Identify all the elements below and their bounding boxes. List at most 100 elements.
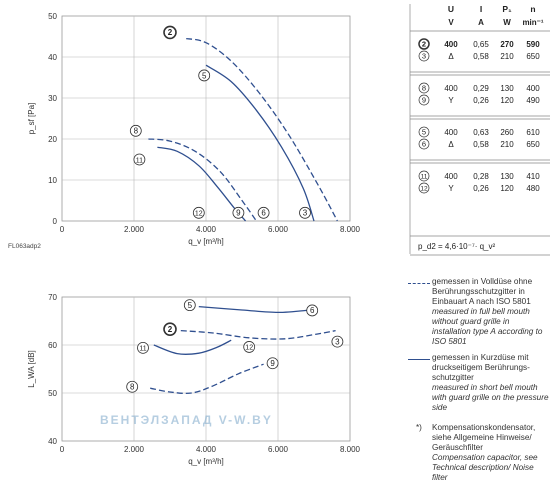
footnote-de: Kompensationskondensator, siehe Allgemei… (432, 423, 536, 452)
pressure-y-tick-label: 0 (53, 217, 58, 226)
table-unit: V (448, 18, 454, 27)
table-cell: 260 (500, 128, 514, 137)
table-curve-marker (418, 82, 430, 94)
table-curve-label: 8 (422, 84, 426, 93)
table-curve-marker (418, 138, 430, 150)
pressure-curve-marker-5 (198, 69, 211, 82)
sound-curve-marker-12 (243, 341, 256, 353)
pressure-chart: 0 2.000 4.000 6.000 8.000 0 10 20 30 40 50 q_v [m³/… (8, 12, 361, 250)
pressure-series-curve-8 (148, 138, 257, 222)
table-curve-marker (418, 94, 430, 106)
sound-series-curve-8 (150, 363, 264, 395)
sound-x-tick-label: 8.000 (340, 445, 361, 454)
pressure-series-curve-5 (205, 64, 315, 222)
table-cell: Δ (448, 140, 454, 149)
table-cell: 210 (500, 140, 514, 149)
sound-curve-marker-label: 11 (139, 346, 146, 353)
table-cell: Y (448, 184, 454, 193)
table-curve-label: 2 (422, 40, 426, 49)
sound-curve-marker-2 (163, 322, 177, 336)
table-cell: 400 (526, 84, 540, 93)
sound-curve-marker-9 (266, 357, 279, 370)
sound-curve-marker-label: 5 (188, 301, 193, 310)
footnote-en: Compensation capacitor, see Technical de… (432, 453, 538, 482)
sound-curve-marker-label: 12 (245, 345, 253, 352)
pressure-y-tick-label: 20 (48, 135, 57, 144)
table-unit: W (503, 18, 511, 27)
table-cell: 610 (526, 128, 540, 137)
table-curve-marker (418, 50, 430, 62)
table-curve-label: 3 (422, 52, 426, 61)
sound-curve-marker-3 (331, 335, 344, 348)
table-cell: 0,26 (473, 96, 489, 105)
table-cell: 650 (526, 52, 540, 61)
pressure-curve-marker-label: 6 (261, 209, 266, 218)
footnote-mark: *) (416, 423, 422, 432)
pressure-curve-marker-label: 3 (303, 209, 308, 218)
pressure-curve-marker-9 (232, 206, 245, 219)
table-curve-label: 12 (420, 186, 428, 193)
table-formula: p_d2 = 4,6·10⁻⁷· q_v² (418, 242, 496, 251)
sound-curve-marker-5 (183, 299, 196, 312)
table-header: n (530, 4, 535, 14)
pressure-y-tick-label: 40 (48, 53, 57, 62)
pressure-y-tick-label: 10 (48, 176, 57, 185)
sound-series-curve-2 (180, 329, 336, 340)
table-cell: 400 (444, 40, 458, 49)
table-header: P₁ (502, 4, 512, 14)
table-curve-label: 6 (422, 140, 426, 149)
pressure-series-curve-2 (186, 37, 338, 222)
table-cell: 0,58 (473, 140, 489, 149)
pressure-curve-marker-label: 8 (134, 127, 139, 136)
solid-line-swatch (408, 359, 430, 360)
table-cell: 270 (500, 40, 514, 49)
table-cell: 130 (500, 84, 514, 93)
sound-curve-marker-label: 6 (310, 306, 315, 315)
table-cell: 400 (444, 128, 458, 137)
sound-curve-marker-label: 2 (168, 325, 173, 334)
table-cell: Y (448, 96, 454, 105)
sound-x-axis-label: q_v [m³/h] (188, 457, 224, 466)
pressure-curve-marker-6 (257, 206, 270, 219)
pressure-x-tick-label: 0 (60, 225, 65, 234)
sound-curve-marker-11 (137, 341, 149, 354)
sound-x-tick-label: 2.000 (124, 445, 145, 454)
pressure-y-axis-label: p_sf [Pa] (27, 103, 36, 135)
table-unit: A (478, 18, 484, 27)
table-cell: Δ (448, 52, 454, 61)
table-cell: 650 (526, 140, 540, 149)
table-unit: min⁻¹ (522, 18, 543, 27)
table-curve-marker (418, 170, 430, 182)
table-cell: 0,28 (473, 172, 489, 181)
table-cell: 490 (526, 96, 540, 105)
sound-series-curve-11 (153, 339, 232, 356)
sound-chart: 0 2.000 4.000 6.000 8.000 40 50 60 70 q_v [m³/h] L… (27, 293, 361, 466)
legend-solid-de: gemessen in Kurzdüse mit druckseitigem B… (432, 353, 530, 382)
pressure-x-tick-label: 8.000 (340, 225, 361, 234)
pressure-curve-marker-8 (129, 124, 142, 137)
pressure-x-tick-label: 2.000 (124, 225, 145, 234)
footnote: Kompensationskondensator, siehe Allgemei… (432, 423, 550, 483)
pressure-x-tick-label: 4.000 (196, 225, 217, 234)
legend-solid: gemessen in Kurzdüse mit druckseitigem B… (432, 353, 550, 413)
dashed-line-swatch (408, 283, 430, 284)
spec-table: UV IA P₁ Wn min⁻¹ 2 400 0,65 270 590 3 Δ 0,58 210 650 8… (409, 4, 550, 256)
sound-curve-marker-6 (306, 304, 319, 317)
table-curve-label: 11 (421, 174, 428, 181)
table-curve-marker (418, 126, 430, 138)
legend-solid-en: measured in short bell mouth with guard … (432, 383, 549, 412)
sound-y-tick-label: 40 (48, 437, 57, 446)
table-cell: 0,29 (473, 84, 489, 93)
sound-y-tick-label: 70 (48, 293, 57, 302)
sound-curve-marker-8 (126, 380, 139, 393)
sound-y-tick-label: 60 (48, 341, 57, 350)
sound-x-tick-label: 0 (60, 445, 65, 454)
pressure-y-tick-label: 50 (48, 12, 57, 21)
pressure-curve-marker-label: 11 (136, 157, 143, 164)
pressure-curve-marker-2 (163, 25, 177, 40)
sound-curve-marker-label: 3 (335, 337, 340, 346)
pressure-curve-marker-3 (299, 206, 311, 219)
table-cell: 400 (444, 172, 458, 181)
table-header: U (448, 4, 454, 14)
